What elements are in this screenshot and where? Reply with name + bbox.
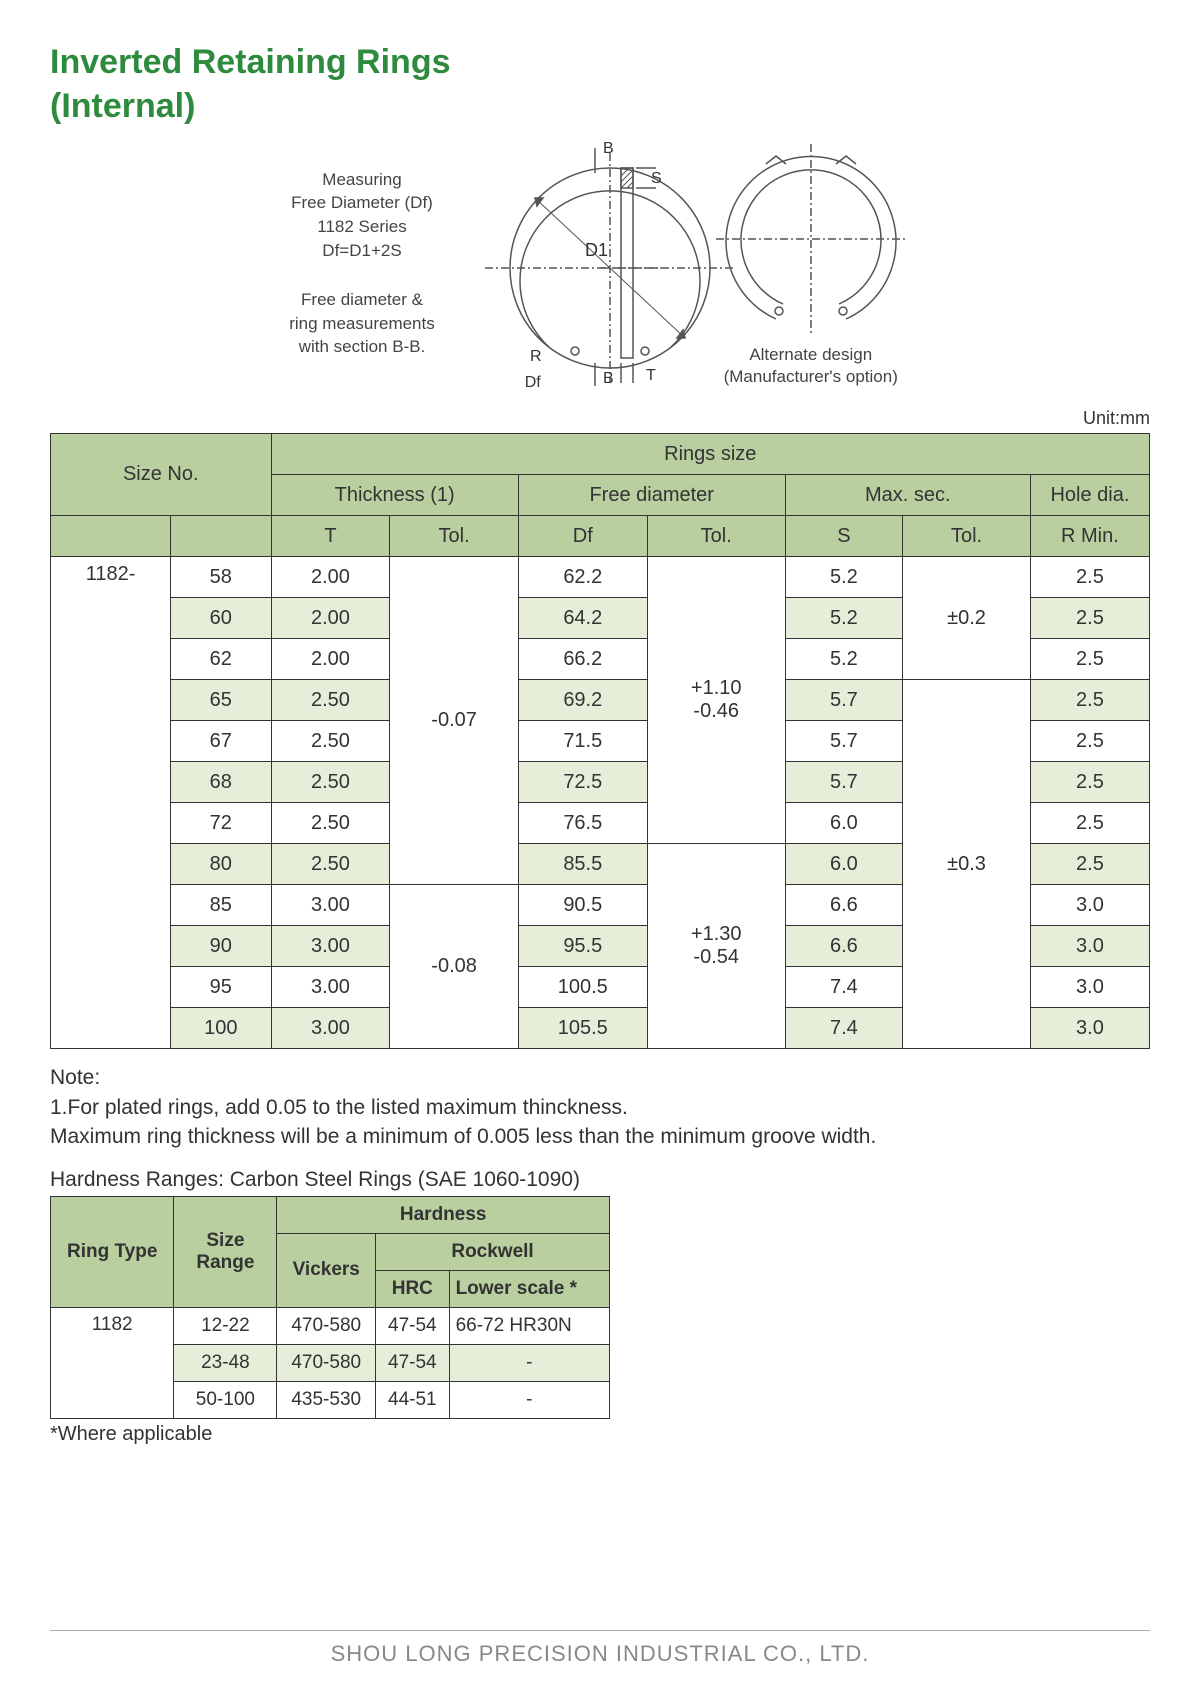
h-hrc: HRC [376,1270,449,1307]
unit-label: Unit:mm [50,408,1150,429]
title-line2: (Internal) [50,87,195,125]
free-l1: Free diameter & [289,288,435,312]
t-tol-2: -0.08 [390,885,518,1049]
h-max-sec: Max. sec. [785,475,1030,516]
h-Df: Df [518,516,647,557]
free-l2: ring measurements [289,312,435,336]
df-tol-2: +1.30 -0.54 [647,844,785,1049]
row-df: 62.2 [518,557,647,598]
h-Tol-1: Tol. [390,516,518,557]
h-hardness: Hardness [277,1196,610,1233]
hard-type: 1182 [51,1307,174,1418]
note-title: Note: [50,1063,1150,1092]
ring-section-diagram: S T [581,138,671,388]
label-Df: Df [525,374,541,391]
series-label: 1182- [51,557,171,1049]
h-S: S [785,516,903,557]
note-l1: 1.For plated rings, add 0.05 to the list… [50,1093,1150,1122]
h-Tol-3: Tol. [903,516,1031,557]
label-R: R [530,348,542,365]
rings-size-table: Size No. Rings size Thickness (1) Free d… [50,433,1150,1049]
t-tol-1: -0.07 [390,557,518,885]
h-T: T [271,516,390,557]
measuring-l4: Df=D1+2S [289,239,435,263]
page-title: Inverted Retaining Rings (Internal) [50,40,1150,128]
label-T: T [646,367,656,384]
df-tol-1: +1.10 -0.46 [647,557,785,844]
h-lower: Lower scale * [449,1270,609,1307]
h-size-range: Size Range [174,1196,277,1307]
measuring-l3: 1182 Series [289,215,435,239]
footer-company: SHOU LONG PRECISION INDUSTRIAL CO., LTD. [50,1630,1150,1667]
alt-l1: Alternate design [711,344,911,366]
note-block: Note: 1.For plated rings, add 0.05 to th… [50,1063,1150,1151]
row-s: 5.2 [785,557,903,598]
h-Tol-2: Tol. [647,516,785,557]
row-t: 2.00 [271,557,390,598]
h-hole-dia: Hole dia. [1030,475,1149,516]
asterisk-note: *Where applicable [50,1423,1150,1446]
hardness-title: Hardness Ranges: Carbon Steel Rings (SAE… [50,1168,1150,1192]
row-r: 2.5 [1030,557,1149,598]
h-Rmin: R Min. [1030,516,1149,557]
label-S: S [651,170,662,187]
alt-l2: (Manufacturer's option) [711,366,911,388]
free-l3: with section B-B. [289,335,435,359]
h-free-dia: Free diameter [518,475,785,516]
h-rings-size: Rings size [271,434,1149,475]
row-n: 58 [171,557,271,598]
ring-alt-diagram [711,139,911,339]
h-thickness: Thickness (1) [271,475,518,516]
s-tol-1: ±0.2 [903,557,1031,680]
h-vickers: Vickers [277,1233,376,1307]
hardness-table: Ring Type Size Range Hardness Vickers Ro… [50,1196,610,1419]
measuring-l2: Free Diameter (Df) [289,191,435,215]
h-rockwell: Rockwell [376,1233,610,1270]
note-l2: Maximum ring thickness will be a minimum… [50,1122,1150,1151]
h-size-no: Size No. [51,434,272,516]
diagram-left-labels: Measuring Free Diameter (Df) 1182 Series… [289,143,435,385]
technical-diagram: Measuring Free Diameter (Df) 1182 Series… [50,138,1150,388]
measuring-l1: Measuring [289,168,435,192]
title-line1: Inverted Retaining Rings [50,43,451,81]
s-tol-2: ±0.3 [903,680,1031,1049]
alt-design-block: Alternate design (Manufacturer's option) [711,139,911,388]
h-ring-type: Ring Type [51,1196,174,1307]
